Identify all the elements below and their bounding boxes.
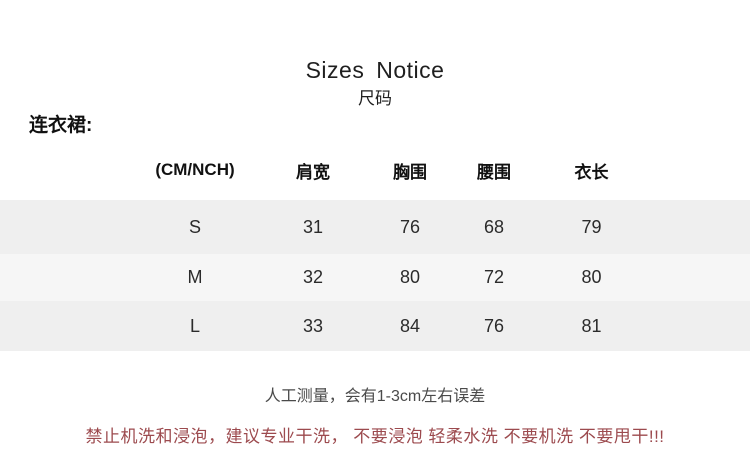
- table-row-size-s: S 31 76 68 79: [0, 200, 750, 254]
- cell-shoulder-value: 32: [302, 267, 324, 287]
- column-header-waist: 腰围: [477, 162, 511, 182]
- size-table-header-row: (CM/NCH) 肩宽 胸围 腰围 衣长: [0, 150, 750, 190]
- cell-bust-value: 80: [399, 267, 421, 287]
- cell-size-label: L: [189, 315, 200, 336]
- column-header-bust: 胸围: [393, 162, 427, 182]
- table-row-size-m: M 32 80 72 80: [0, 254, 750, 301]
- column-header-shoulder: 肩宽: [296, 162, 330, 182]
- table-row-size-l: L 33 84 76 81: [0, 301, 750, 351]
- cell-waist-value: 76: [483, 315, 505, 336]
- cell-bust-value: 76: [399, 216, 421, 237]
- cell-bust-value: 84: [399, 315, 421, 336]
- cell-waist-value: 72: [483, 267, 505, 287]
- column-header-unit: (CM/NCH): [155, 160, 235, 179]
- cell-length-value: 80: [581, 267, 602, 287]
- cell-length-value: 81: [581, 315, 602, 336]
- cell-shoulder-value: 31: [302, 216, 324, 237]
- cell-waist-value: 68: [483, 216, 505, 237]
- care-warning-note: 禁止机洗和浸泡，建议专业干洗， 不要浸泡 轻柔水洗 不要机洗 不要甩干!!!: [85, 427, 665, 446]
- category-label: 连衣裙:: [29, 115, 93, 136]
- page-subtitle: 尺码: [358, 89, 392, 108]
- cell-shoulder-value: 33: [302, 315, 324, 336]
- cell-length-value: 79: [581, 216, 602, 237]
- page-title: Sizes Notice: [305, 57, 445, 83]
- cell-size-label: M: [187, 267, 203, 287]
- measurement-note: 人工测量，会有1-3cm左右误差: [264, 388, 486, 405]
- cell-size-label: S: [188, 216, 201, 237]
- column-header-length: 衣长: [574, 162, 609, 182]
